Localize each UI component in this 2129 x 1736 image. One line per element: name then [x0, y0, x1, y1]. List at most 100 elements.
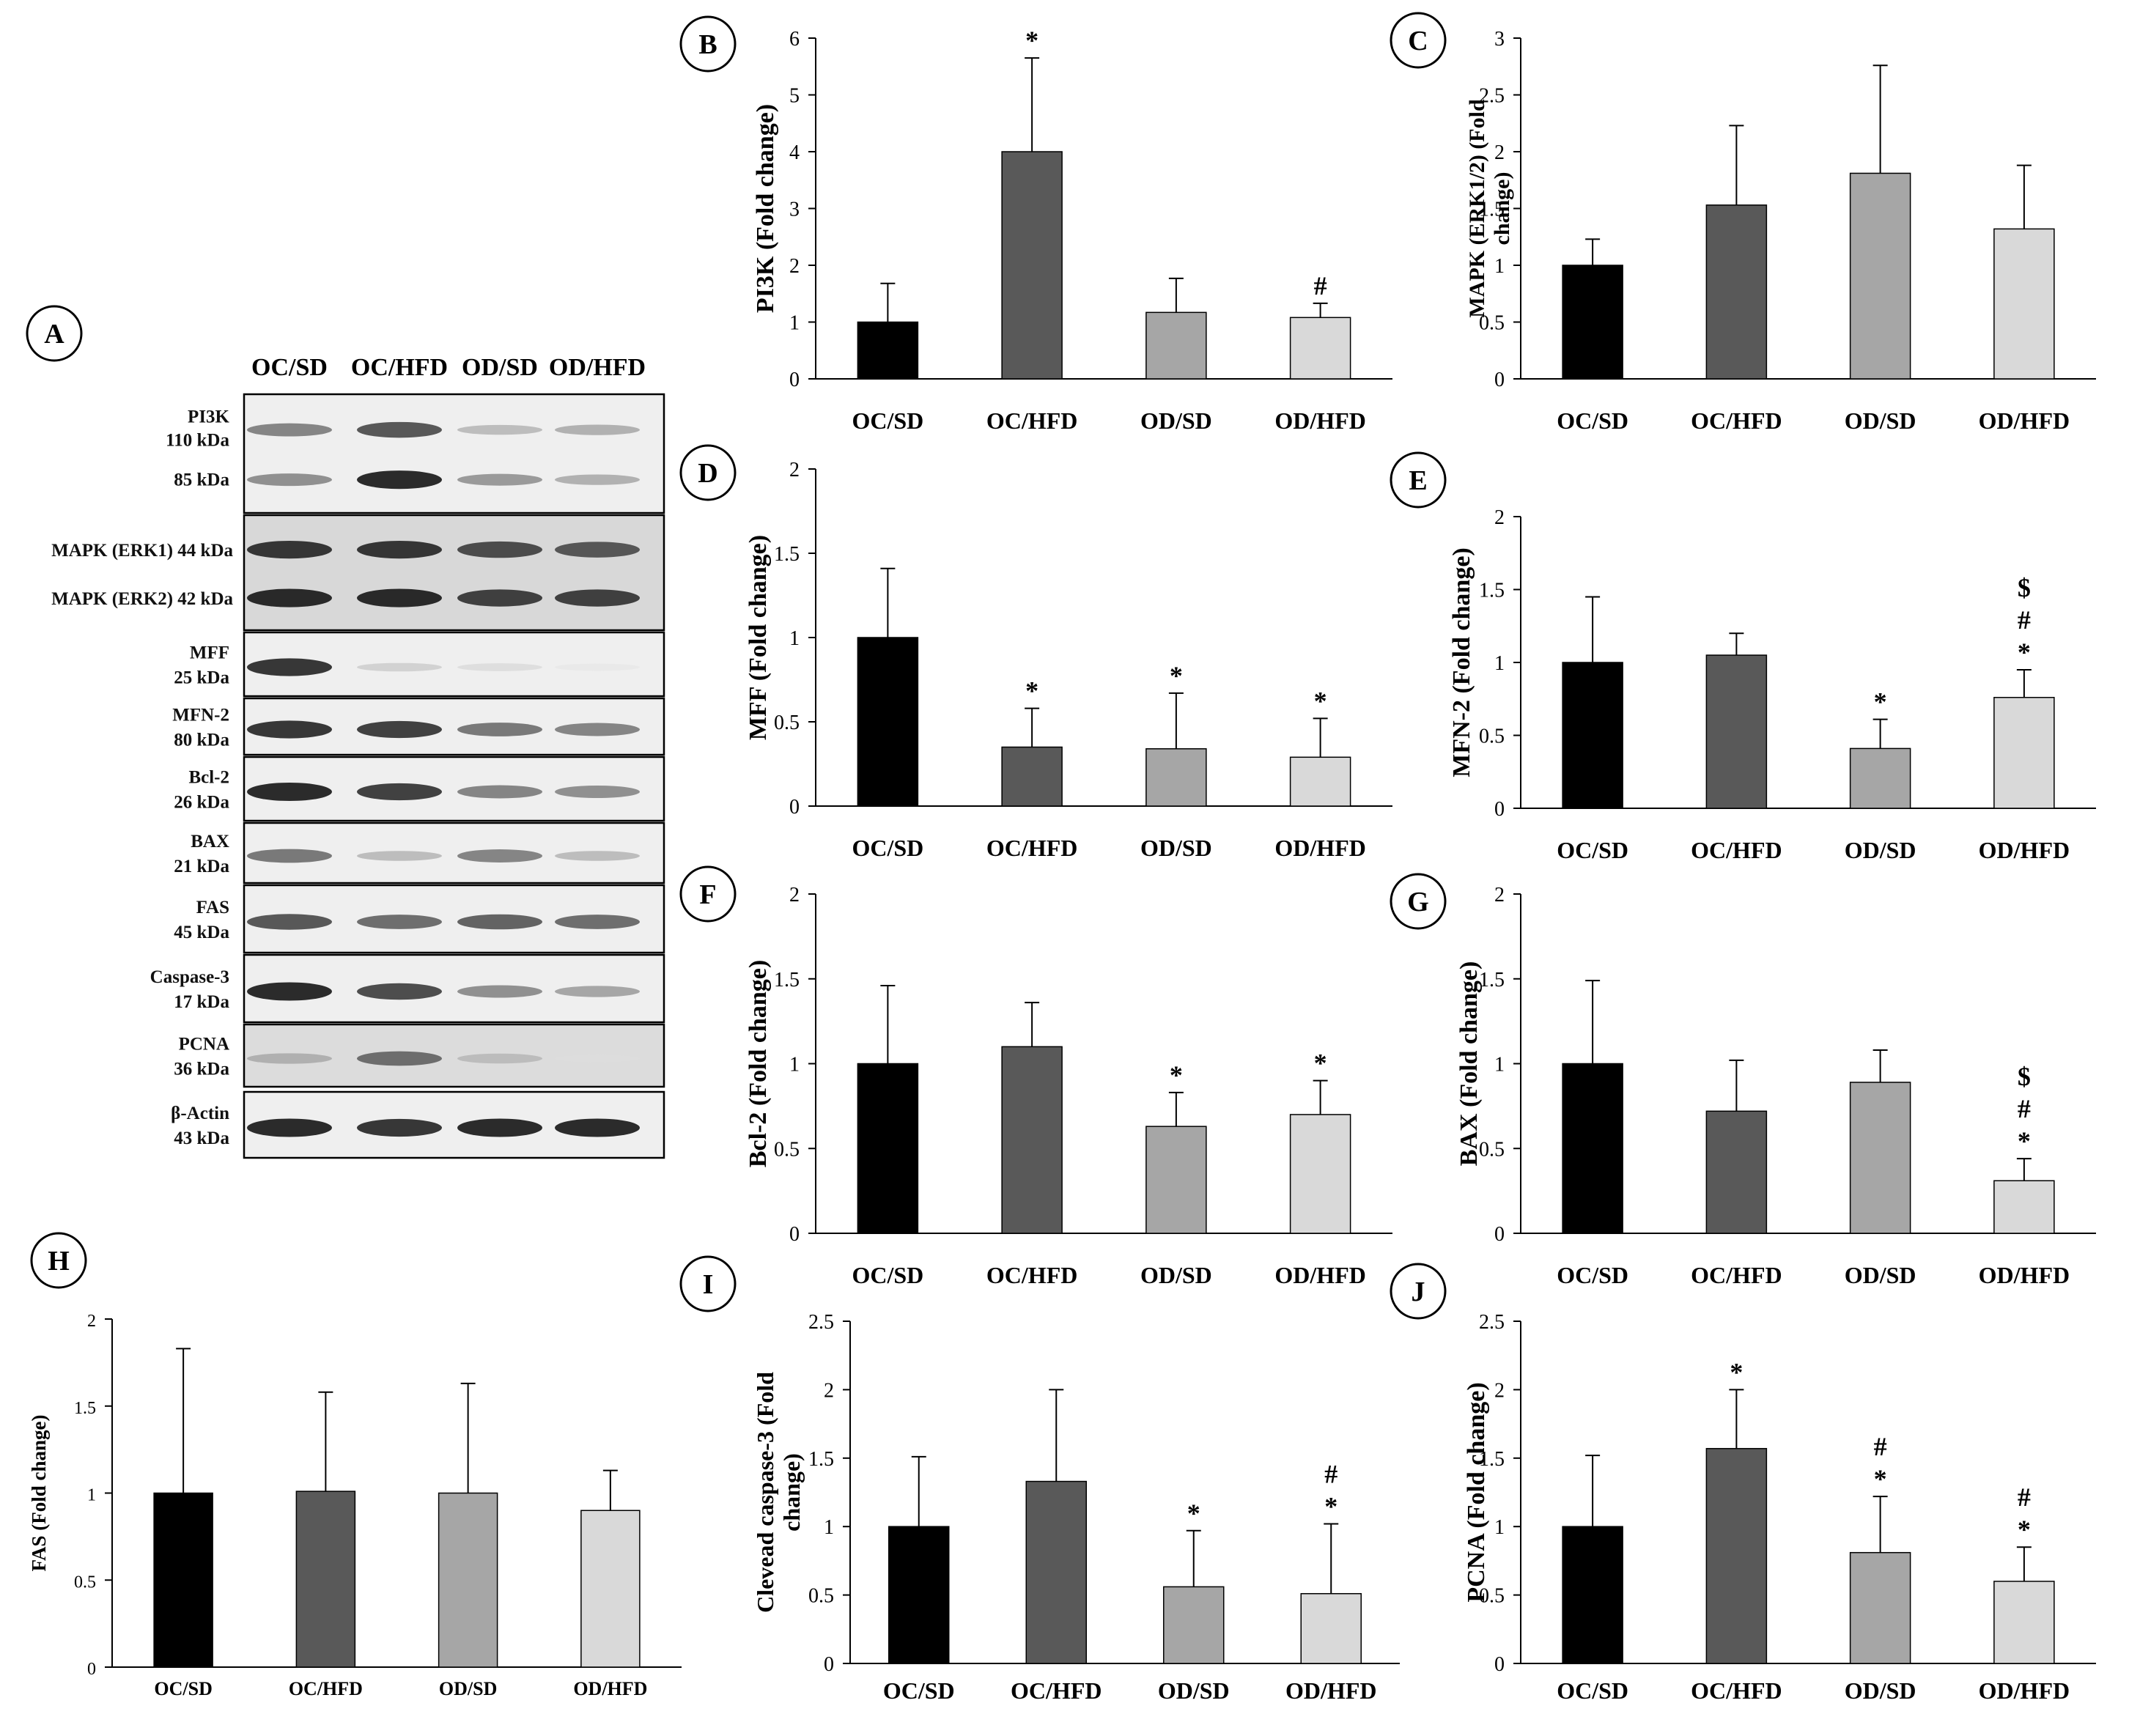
x-tick-label-h-0: OC/SD: [154, 1678, 212, 1699]
sig-marker-i-3-1: #: [1324, 1459, 1337, 1488]
bar-i-2: [1163, 1586, 1225, 1664]
y-tick-label-h-4: 2: [87, 1312, 96, 1331]
y-axis-label-f: Bcl-2 (Fold change): [745, 960, 772, 1167]
y-tick-label-f-3: 1.5: [774, 969, 800, 991]
x-tick-label-c-2: OD/SD: [1845, 407, 1916, 434]
band-6-0-1: [357, 915, 442, 929]
sig-marker-e-3-0: *: [2018, 638, 2031, 667]
x-tick-label-e-3: OD/HFD: [1979, 837, 2070, 863]
y-axis-label-line2-i: change): [778, 1453, 805, 1532]
x-tick-label-b-1: OC/HFD: [986, 407, 1077, 434]
band-9-0-0: [247, 1118, 332, 1137]
x-tick-label-g-1: OC/HFD: [1691, 1262, 1782, 1288]
bar-e-1: [1705, 654, 1768, 809]
panel-label-f: F: [699, 879, 716, 910]
band-8-0-3: [555, 1054, 640, 1063]
x-tick-label-d-1: OC/HFD: [986, 835, 1077, 861]
sig-marker-g-3-0: *: [2018, 1126, 2031, 1156]
sig-marker-j-2-0: *: [1874, 1464, 1887, 1493]
bar-f-2: [1145, 1126, 1207, 1234]
bar-e-3: [1993, 697, 2055, 809]
bar-c-1: [1705, 204, 1768, 380]
band-1-0-2: [457, 541, 542, 558]
sig-marker-g-3-1: #: [2018, 1094, 2031, 1123]
sig-marker-i-2-0: *: [1187, 1499, 1200, 1528]
x-tick-label-h-2: OD/SD: [439, 1678, 497, 1699]
blot-label-2-0: MFF: [190, 643, 229, 663]
sig-marker-e-3-2: $: [2018, 573, 2031, 602]
blot-kda-2-0: 25 kDa: [174, 668, 229, 688]
blot-kda-6-0: 45 kDa: [174, 923, 229, 942]
bar-j-2: [1849, 1551, 1911, 1664]
y-tick-label-i-2: 1: [824, 1516, 834, 1539]
x-tick-label-g-2: OD/SD: [1845, 1262, 1916, 1288]
blot-label-3-0: MFN-2: [172, 706, 229, 725]
band-2-0-3: [555, 663, 640, 671]
panel-label-circle-i: [679, 1255, 737, 1312]
band-7-0-3: [555, 986, 640, 997]
bar-d-0: [857, 637, 919, 807]
y-axis-label-line1-i: Clevead caspase-3 (Fold: [752, 1372, 778, 1613]
y-tick-label-c-0: 0: [1494, 369, 1505, 391]
western-blot: OC/SD OC/HFD OD/SD OD/HFD PI3K 110 kDa 85 kDa M…: [51, 354, 665, 1159]
x-tick-label-j-1: OC/HFD: [1691, 1677, 1782, 1704]
y-tick-label-e-1: 0.5: [1479, 725, 1505, 748]
band-0-1-2: [457, 473, 542, 486]
band-4-0-0: [247, 782, 332, 802]
bar-d-3: [1289, 756, 1351, 807]
band-6-0-0: [247, 914, 332, 930]
band-1-1-2: [457, 589, 542, 607]
blot-label-1-1: MAPK (ERK2) 42 kDa: [51, 589, 233, 609]
y-tick-label-g-3: 1.5: [1479, 969, 1505, 991]
band-9-0-3: [555, 1118, 640, 1137]
band-1-0-0: [247, 541, 332, 559]
bar-i-1: [1025, 1480, 1087, 1664]
y-axis-label-g: BAX (Fold change): [1455, 961, 1483, 1167]
bar-d-2: [1145, 748, 1207, 807]
panel-label-circle-a: [26, 305, 83, 362]
x-tick-label-c-3: OD/HFD: [1979, 407, 2070, 434]
y-tick-label-c-6: 3: [1494, 28, 1505, 51]
panel-label-circle-b: [679, 15, 737, 73]
y-tick-label-h-0: 0: [87, 1660, 96, 1679]
blot-box-1: [243, 514, 665, 632]
x-tick-label-f-1: OC/HFD: [986, 1262, 1077, 1288]
panel-label-i: I: [703, 1269, 714, 1300]
x-tick-label-i-0: OC/SD: [883, 1677, 955, 1704]
blot-label-0-0: PI3K: [188, 407, 230, 427]
bar-c-2: [1849, 172, 1911, 380]
band-0-1-1: [357, 470, 442, 490]
y-tick-label-j-5: 2.5: [1479, 1311, 1505, 1334]
y-tick-label-e-3: 1.5: [1479, 580, 1505, 602]
band-4-0-3: [555, 786, 640, 798]
x-tick-label-h-3: OD/HFD: [573, 1678, 647, 1699]
band-3-0-3: [555, 723, 640, 736]
chart-i: 0 0.5 1 1.5 2 2.5 OC/SD OC/HFD OD/SD * OD/HFD * # Cle…: [752, 1311, 1400, 1704]
chart-e: 0 0.5 1 1.5 2 OC/SD OC/HFD OD/SD * OD/HFD * # $ MFN-2…: [1448, 506, 2096, 863]
blot-label-4-0: Bcl-2: [188, 768, 229, 788]
sig-marker-g-3-2: $: [2018, 1062, 2031, 1091]
panel-label-c: C: [1408, 26, 1428, 56]
y-tick-label-b-0: 0: [789, 369, 800, 391]
bar-b-0: [857, 321, 919, 380]
lane-header-0: OC/SD: [251, 354, 328, 381]
y-tick-label-j-2: 1: [1494, 1516, 1505, 1539]
sig-marker-f-2-0: *: [1170, 1060, 1183, 1090]
band-6-0-2: [457, 914, 542, 930]
y-tick-label-e-2: 1: [1494, 652, 1505, 675]
panel-label-circle-j: [1390, 1263, 1447, 1320]
panel-label-g: G: [1407, 887, 1429, 917]
blot-label-7-0: Caspase-3: [150, 967, 229, 987]
blot-label-1-0: MAPK (ERK1) 44 kDa: [51, 541, 233, 561]
bar-h-1: [295, 1491, 356, 1668]
panel-label-d: D: [698, 458, 717, 489]
y-tick-label-c-3: 1.5: [1479, 199, 1505, 221]
band-0-0-1: [357, 421, 442, 438]
sig-marker-i-3-0: *: [1324, 1491, 1337, 1521]
y-tick-label-e-4: 2: [1494, 506, 1505, 529]
panel-label-circle-c: [1390, 12, 1447, 69]
band-3-0-0: [247, 720, 332, 739]
y-tick-label-f-0: 0: [789, 1223, 800, 1246]
band-2-0-0: [247, 658, 332, 676]
x-tick-label-b-3: OD/HFD: [1274, 407, 1365, 434]
